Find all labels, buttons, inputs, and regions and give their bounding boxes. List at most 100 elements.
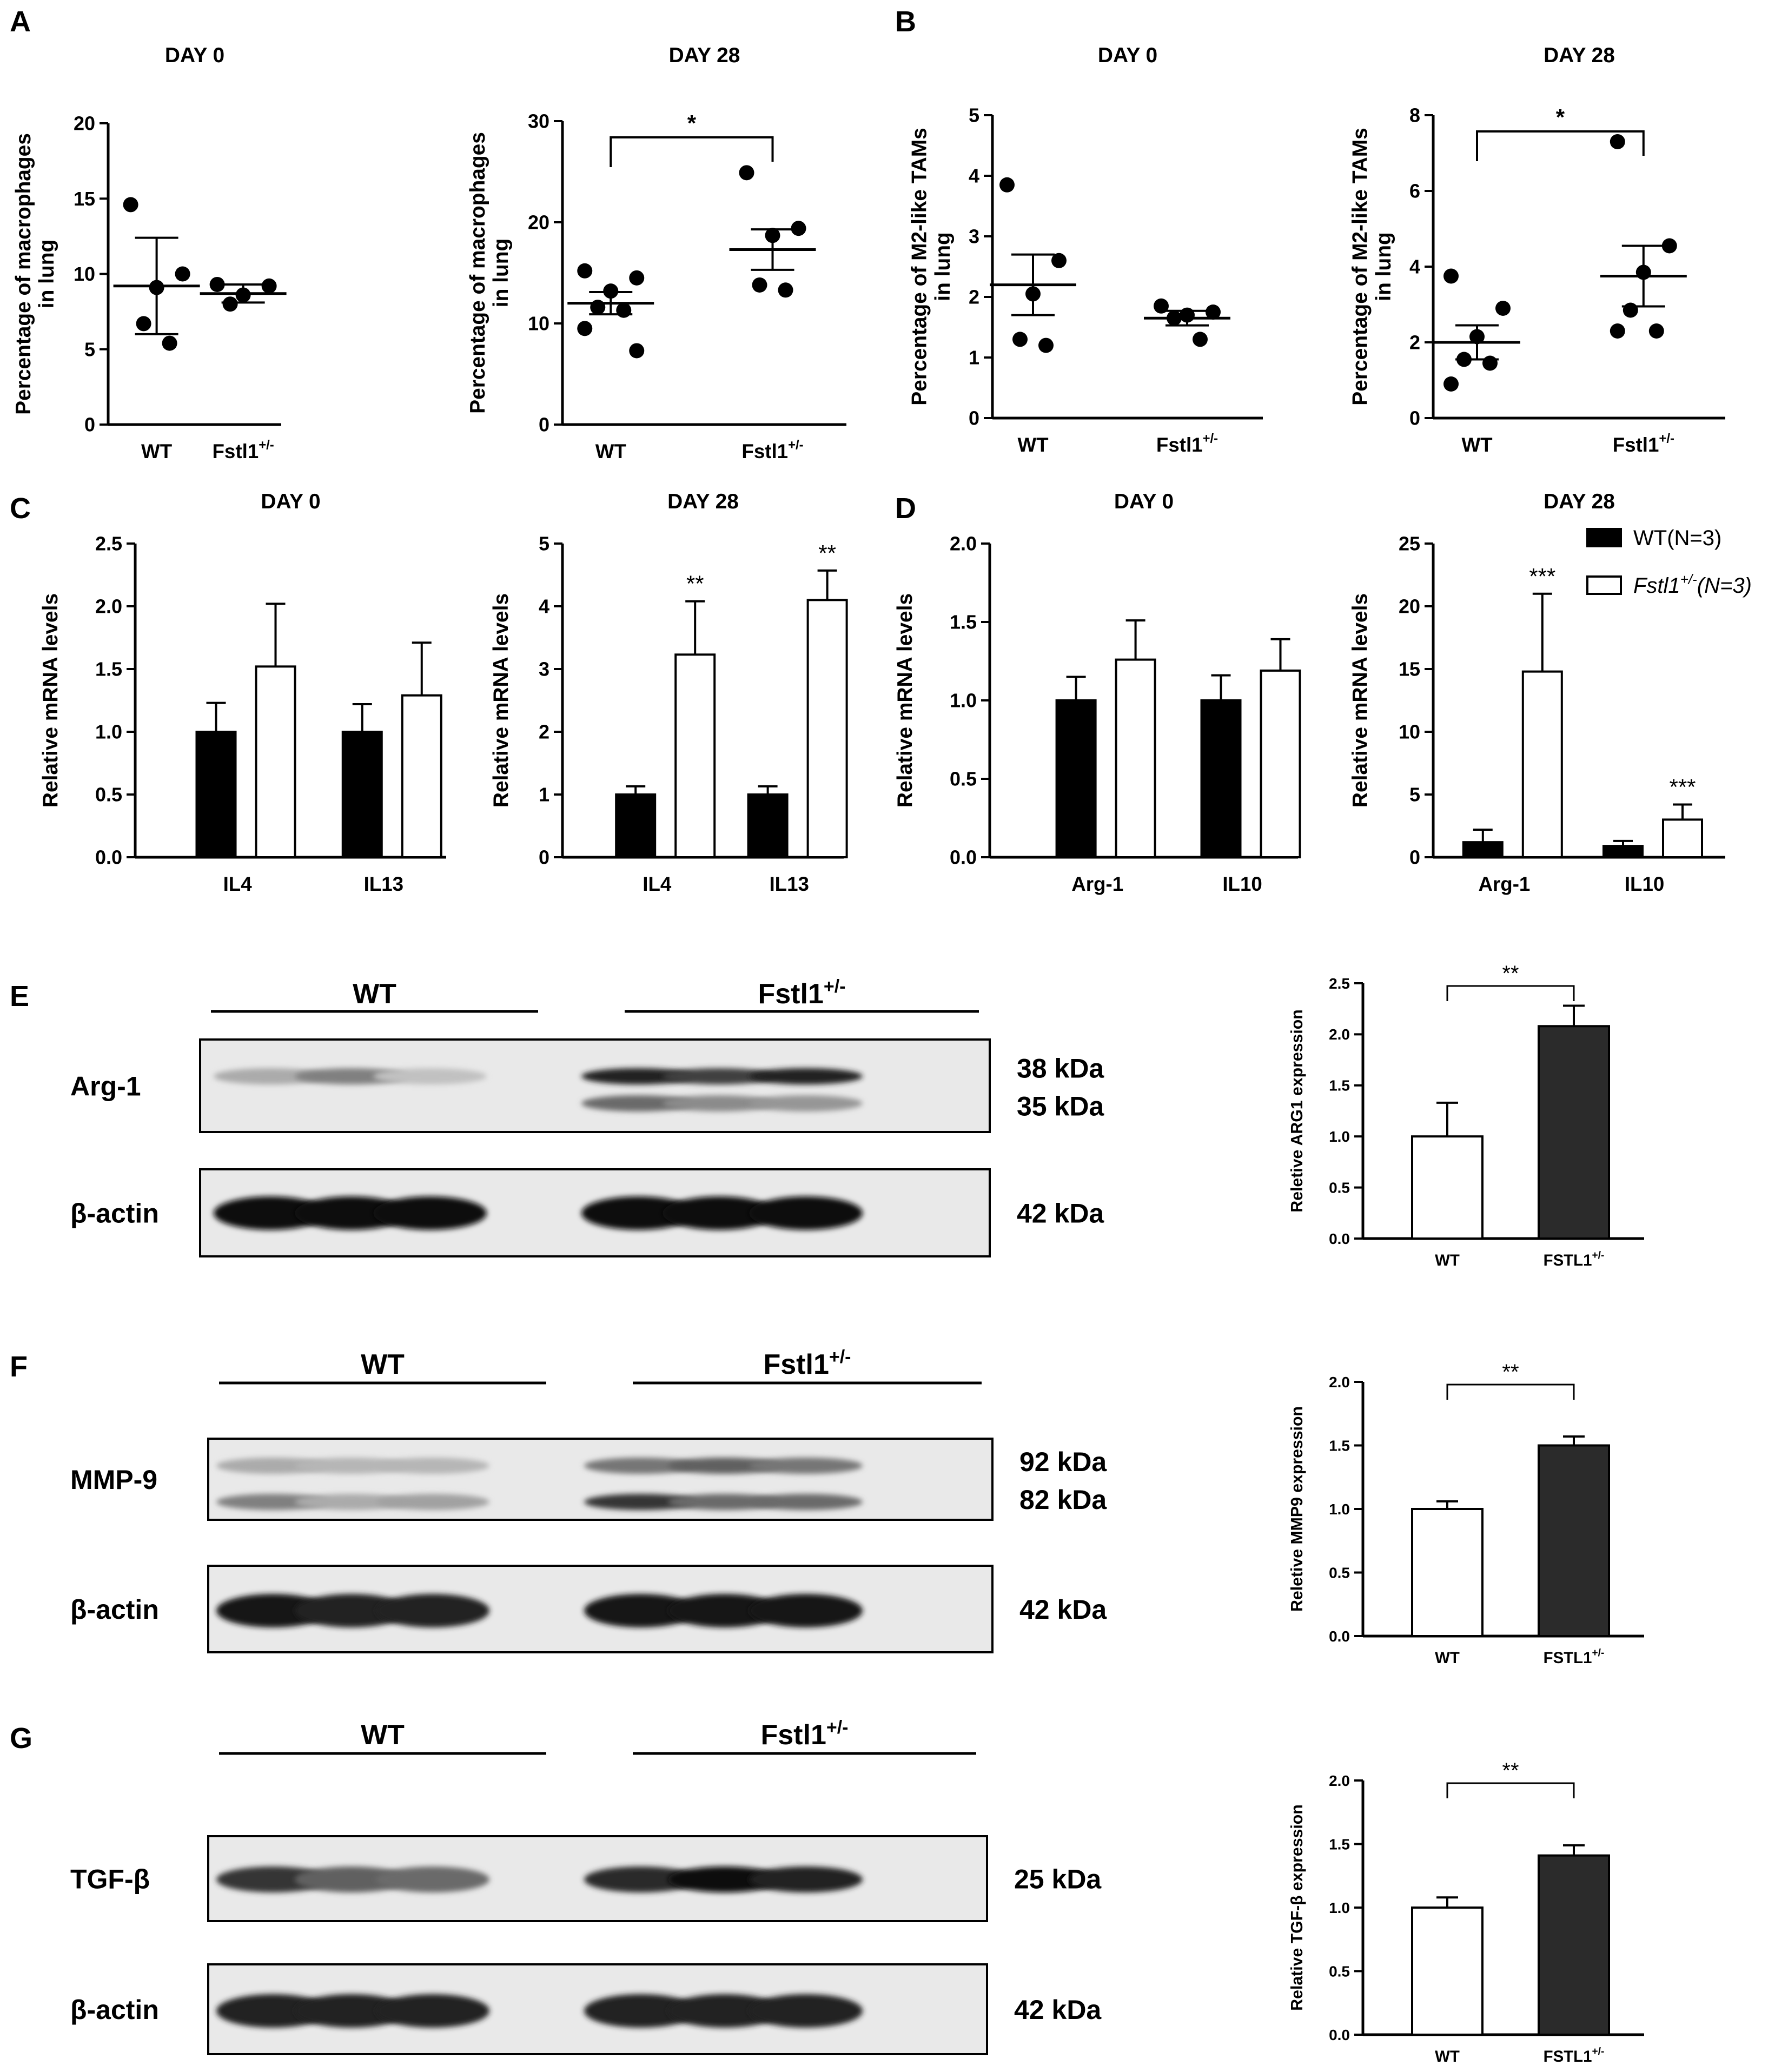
- data-point: [1495, 301, 1511, 316]
- y-tick-label: 0.5: [95, 784, 122, 806]
- x-tick-label: FSTL1+/-: [1544, 1647, 1605, 1667]
- blot-group-label-main: Fstl1: [761, 1719, 826, 1751]
- panel-letter-c: C: [10, 492, 31, 525]
- x-tick-label: Arg-1: [1071, 873, 1123, 895]
- data-point: [577, 321, 593, 336]
- x-tick-label: Arg-1: [1478, 873, 1530, 895]
- y-tick-label: 1.0: [950, 690, 977, 712]
- panel-letter-d: D: [895, 492, 916, 525]
- x-tick-label-main: Fstl1: [212, 440, 259, 462]
- x-tick-label-main: FSTL1: [1544, 1252, 1592, 1269]
- blot-band: [668, 1594, 782, 1627]
- y-tick-label: 1.5: [950, 611, 977, 633]
- data-point: [162, 335, 177, 351]
- y-tick-label: 8: [1409, 104, 1420, 127]
- y-axis-label: Reletive ARG1 expression: [1288, 1009, 1306, 1212]
- blot-group-label-main: WT: [353, 978, 396, 1010]
- chart-d-day28: 0 5 10 15 20 25 Relative mRNA levels DAY 28 Arg-…: [1349, 490, 1752, 895]
- y-tick-label: 15: [74, 188, 95, 210]
- blot-band: [216, 1866, 330, 1892]
- legend-label-sup: +/-: [1680, 571, 1697, 587]
- data-point: [1610, 323, 1625, 339]
- x-tick-label: Fstl1+/-: [212, 438, 274, 462]
- data-point: [778, 282, 793, 298]
- panel-letter-f: F: [10, 1351, 28, 1383]
- x-tick-label: IL10: [1222, 873, 1262, 895]
- panel-letter-g: G: [10, 1722, 32, 1755]
- blot-protein-label: β-actin: [70, 1995, 159, 2025]
- y-axis-label: Reletive MMP9 expression: [1288, 1406, 1306, 1612]
- y-tick-label: 1: [969, 347, 979, 369]
- blot-kda-label: 42 kDa: [1014, 1995, 1102, 2025]
- blot-protein-label: Arg-1: [70, 1071, 141, 1102]
- chart-b-day0: 0 1 2 3 4 5 Percentage of M2-like TAMs in lung D…: [908, 44, 1263, 456]
- x-tick-label: FSTL1+/-: [1544, 1250, 1605, 1269]
- x-tick-label: WT: [1017, 434, 1049, 456]
- blot-kda-label: 42 kDa: [1017, 1199, 1104, 1229]
- blot-group-label: WT: [361, 1349, 405, 1380]
- chart-b-day28: 0 2 4 6 8 Percentage of M2-like TAMs in lung DA…: [1349, 44, 1725, 456]
- data-point: [1038, 337, 1054, 353]
- y-tick-label: 0.5: [1329, 1963, 1350, 1980]
- y-tick-label: 1.5: [1329, 1077, 1350, 1094]
- blot-band: [584, 1866, 698, 1892]
- bar: [1411, 1135, 1484, 1240]
- y-axis-label: in lung: [35, 240, 58, 308]
- data-point: [1154, 298, 1169, 314]
- blot-band: [295, 1494, 408, 1510]
- y-axis-label: Percentage of M2-like TAMs: [1349, 128, 1372, 405]
- blot-band: [295, 1068, 408, 1084]
- y-axis-label: in lung: [1372, 232, 1395, 301]
- chart-title: DAY 28: [1544, 44, 1615, 67]
- blot-kda-label: 25 kDa: [1014, 1864, 1102, 1895]
- chart-title: DAY 28: [669, 44, 740, 67]
- y-tick-label: 0: [539, 846, 549, 869]
- x-tick-label-sup: +/-: [1592, 2046, 1604, 2057]
- blot-kda-label: 38 kDa: [1017, 1054, 1104, 1084]
- bar: [401, 694, 442, 858]
- blot-group-label: WT: [361, 1719, 405, 1751]
- blot-band: [295, 1196, 408, 1230]
- x-tick-label-sup: +/-: [788, 438, 804, 452]
- blot-group-label-sup: +/-: [829, 1347, 851, 1367]
- x-tick-label-main: FSTL1: [1544, 1649, 1592, 1667]
- y-tick-label: 0: [84, 414, 95, 436]
- significance-bracket: [1476, 130, 1645, 161]
- y-axis-label: Relative mRNA levels: [893, 593, 917, 807]
- blot-band: [216, 1594, 330, 1627]
- data-point: [752, 277, 767, 293]
- y-tick-label: 1.0: [95, 721, 122, 743]
- blot-band: [584, 1494, 698, 1510]
- blot-band: [295, 1994, 408, 2028]
- y-tick-label: 0.0: [1329, 1628, 1350, 1645]
- x-tick-label-sup: +/-: [1203, 431, 1219, 446]
- legend-label: WT(N=3): [1633, 526, 1721, 550]
- blot-band: [376, 1494, 489, 1510]
- blot-group-label-main: Fstl1: [764, 1349, 829, 1380]
- x-tick-label-main: WT: [141, 440, 173, 462]
- x-tick-label: IL13: [364, 873, 403, 895]
- bar: [1411, 1906, 1484, 2036]
- blot-group-label-sup: +/-: [824, 976, 846, 997]
- x-tick-label: WT: [1435, 2048, 1460, 2066]
- legend-label-rest: (N=3): [1697, 574, 1752, 598]
- bar: [747, 793, 789, 858]
- y-tick-label: 2.5: [1329, 975, 1350, 992]
- blot-band: [749, 1994, 863, 2028]
- x-tick-label-main: Fstl1: [1613, 434, 1659, 456]
- blot-band: [216, 1994, 330, 2028]
- bar: [1462, 841, 1504, 859]
- data-point: [222, 296, 238, 312]
- y-tick-label: 0.0: [95, 846, 122, 869]
- blot-band: [373, 1068, 487, 1084]
- y-tick-label: 20: [528, 211, 549, 234]
- chart-title: DAY 28: [667, 490, 739, 513]
- bar: [615, 793, 657, 858]
- blot-band: [581, 1095, 695, 1111]
- blot-band: [668, 1994, 782, 2028]
- significance-bracket: [1446, 1782, 1575, 1798]
- y-tick-label: 2.0: [1329, 1374, 1350, 1391]
- bar: [1538, 1025, 1610, 1240]
- data-point: [123, 197, 138, 213]
